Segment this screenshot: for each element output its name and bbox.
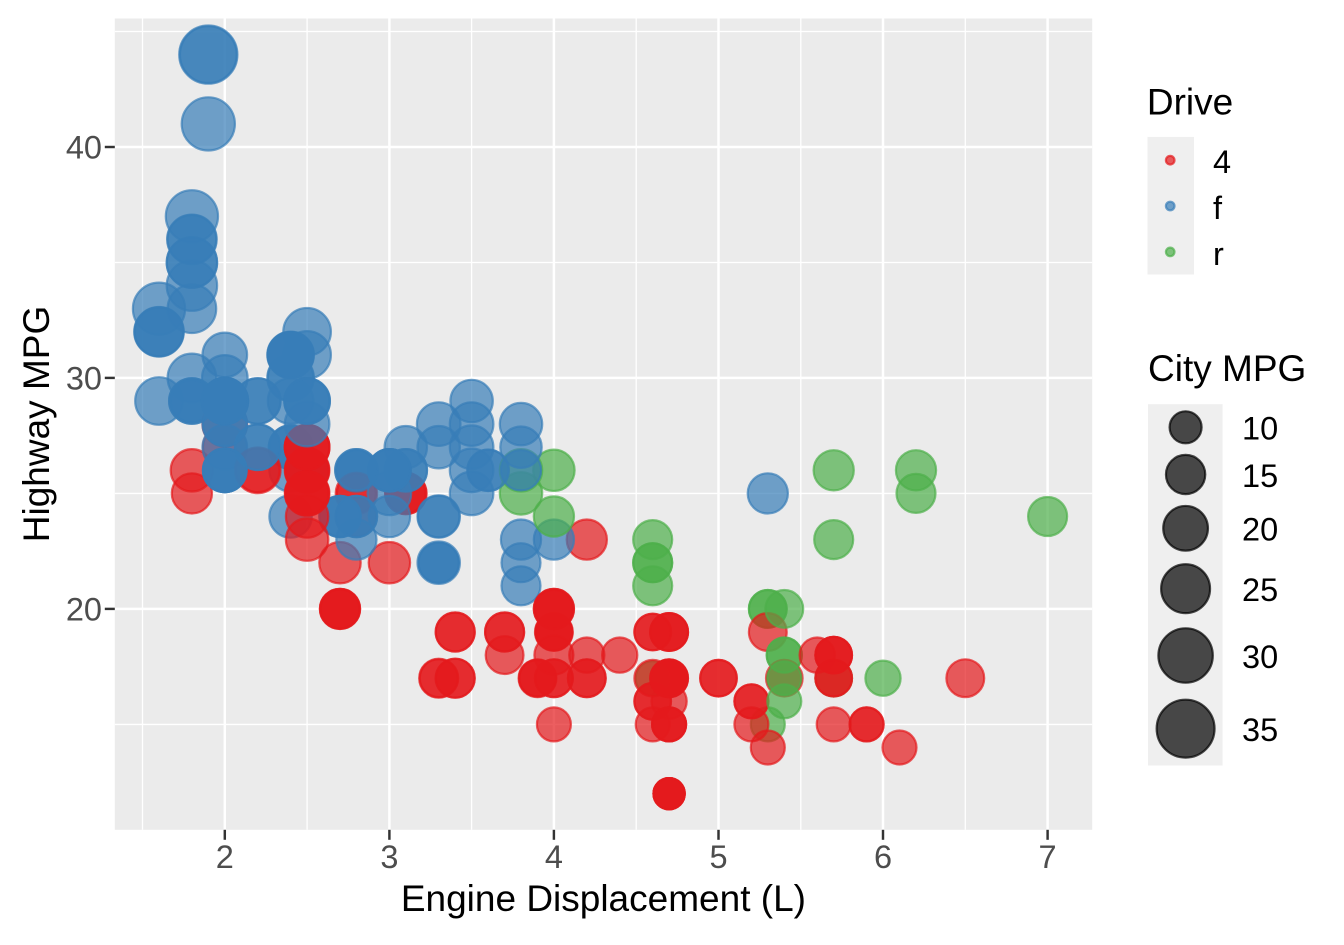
svg-text:30: 30 bbox=[66, 360, 102, 396]
svg-text:5: 5 bbox=[709, 839, 727, 875]
svg-text:2: 2 bbox=[216, 839, 234, 875]
svg-text:6: 6 bbox=[874, 839, 892, 875]
svg-text:f: f bbox=[1213, 190, 1223, 226]
svg-text:20: 20 bbox=[1242, 512, 1278, 548]
svg-text:4: 4 bbox=[1213, 144, 1231, 180]
svg-text:15: 15 bbox=[1242, 458, 1278, 494]
svg-text:30: 30 bbox=[1242, 639, 1278, 675]
svg-text:4: 4 bbox=[545, 839, 563, 875]
svg-text:40: 40 bbox=[66, 129, 102, 165]
svg-text:7: 7 bbox=[1039, 839, 1057, 875]
svg-text:25: 25 bbox=[1242, 572, 1278, 608]
svg-text:Highway MPG: Highway MPG bbox=[16, 306, 57, 542]
svg-text:City MPG: City MPG bbox=[1148, 348, 1306, 389]
svg-text:Engine Displacement (L): Engine Displacement (L) bbox=[401, 878, 806, 919]
svg-text:10: 10 bbox=[1242, 411, 1278, 447]
svg-text:Drive: Drive bbox=[1147, 81, 1233, 122]
svg-text:35: 35 bbox=[1242, 712, 1278, 748]
svg-text:r: r bbox=[1213, 236, 1224, 272]
svg-text:20: 20 bbox=[66, 591, 102, 627]
svg-text:3: 3 bbox=[380, 839, 398, 875]
